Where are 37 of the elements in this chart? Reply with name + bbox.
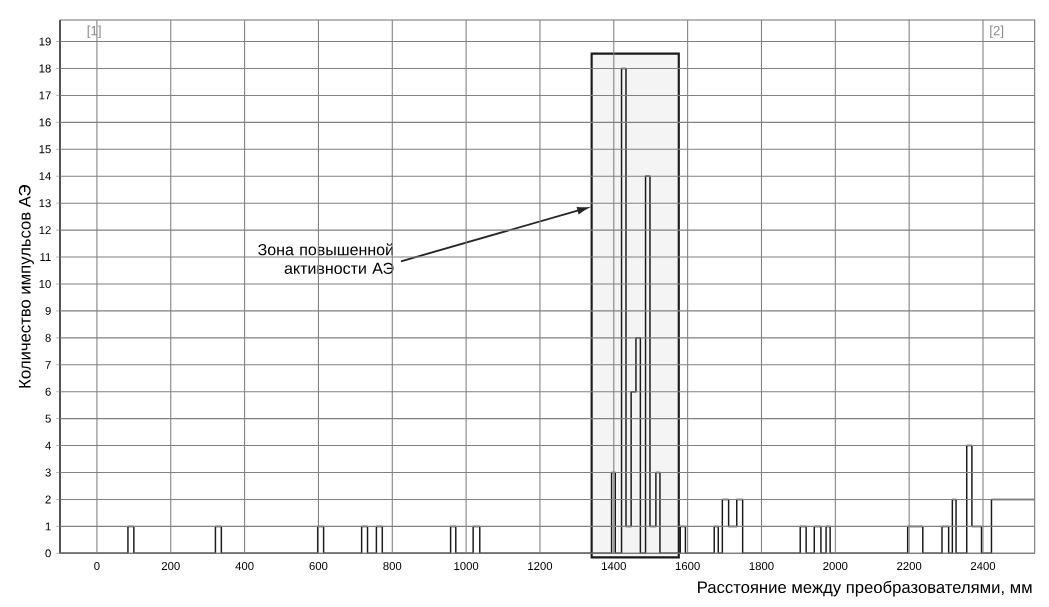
y-tick-label: 0 (45, 549, 51, 558)
y-tick-label: 18 (39, 64, 51, 73)
annotation: Зона повышенной активности АЭ (258, 243, 394, 274)
y-tick-label: 17 (39, 91, 51, 100)
x-tick-label: 1800 (749, 562, 774, 571)
y-axis-title: Количество импульсов АЭ (18, 185, 34, 388)
x-axis-title: Расстояние между преобразователями, мм (698, 580, 1032, 597)
y-tick-label: 19 (39, 37, 51, 46)
x-tick-label: 2200 (897, 562, 922, 571)
x-tick-label: 600 (309, 562, 328, 571)
y-tick-label: 1 (45, 522, 51, 531)
y-tick-label: 4 (45, 441, 51, 450)
y-tick-label: 14 (39, 172, 51, 181)
x-tick-label: 200 (161, 562, 180, 571)
y-tick-label: 8 (45, 333, 51, 342)
y-tick-label: 11 (40, 253, 51, 261)
x-tick-label: 400 (235, 562, 254, 571)
y-tick-label: 10 (39, 279, 51, 288)
y-tick-label: 3 (45, 468, 51, 477)
y-tick-label: 13 (39, 199, 51, 208)
x-tick-label: 1200 (528, 562, 553, 571)
x-tick-label: 0 (94, 562, 100, 571)
annotation: [2] (990, 25, 1004, 39)
x-tick-label: 1600 (675, 562, 700, 571)
y-tick-label: 16 (39, 118, 51, 127)
y-tick-label: 9 (45, 306, 51, 315)
x-tick-label: 1400 (602, 562, 626, 571)
y-tick-label: 2 (45, 495, 51, 504)
x-tick-label: 2400 (970, 562, 996, 571)
y-tick-label: 15 (39, 145, 51, 154)
x-tick-label: 800 (383, 562, 402, 571)
x-tick-label: 1000 (454, 562, 479, 571)
y-tick-label: 6 (45, 387, 51, 396)
x-tick-label: 2000 (823, 562, 848, 571)
y-tick-label: 5 (45, 414, 51, 423)
y-tick-label: 7 (45, 360, 51, 369)
y-tick-label: 12 (39, 226, 51, 235)
